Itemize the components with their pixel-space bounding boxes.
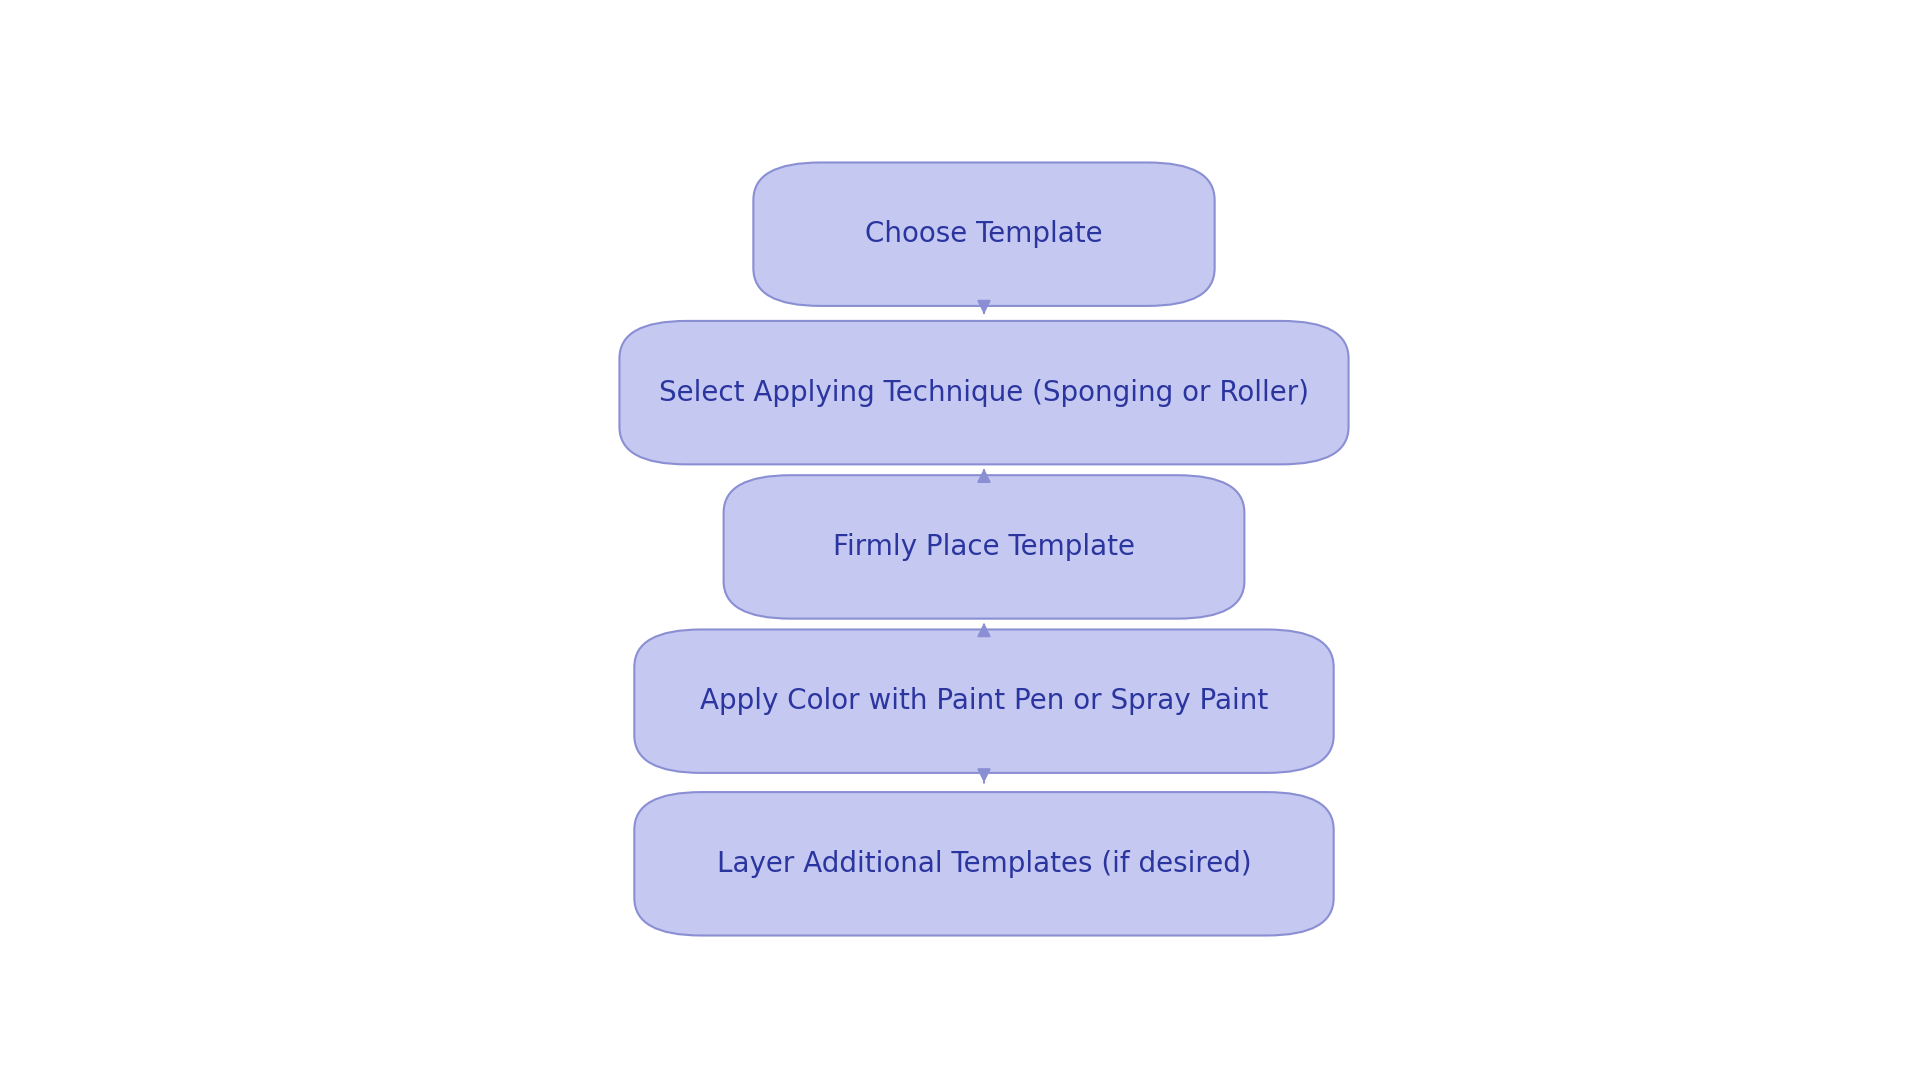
FancyBboxPatch shape (634, 792, 1334, 936)
Text: Firmly Place Template: Firmly Place Template (833, 533, 1135, 561)
FancyBboxPatch shape (620, 321, 1348, 465)
Text: Layer Additional Templates (if desired): Layer Additional Templates (if desired) (716, 850, 1252, 878)
FancyBboxPatch shape (753, 162, 1215, 305)
FancyBboxPatch shape (634, 629, 1334, 773)
Text: Apply Color with Paint Pen or Spray Paint: Apply Color with Paint Pen or Spray Pain… (701, 688, 1267, 715)
FancyBboxPatch shape (724, 475, 1244, 618)
Text: Choose Template: Choose Template (866, 220, 1102, 248)
Text: Select Applying Technique (Sponging or Roller): Select Applying Technique (Sponging or R… (659, 379, 1309, 406)
